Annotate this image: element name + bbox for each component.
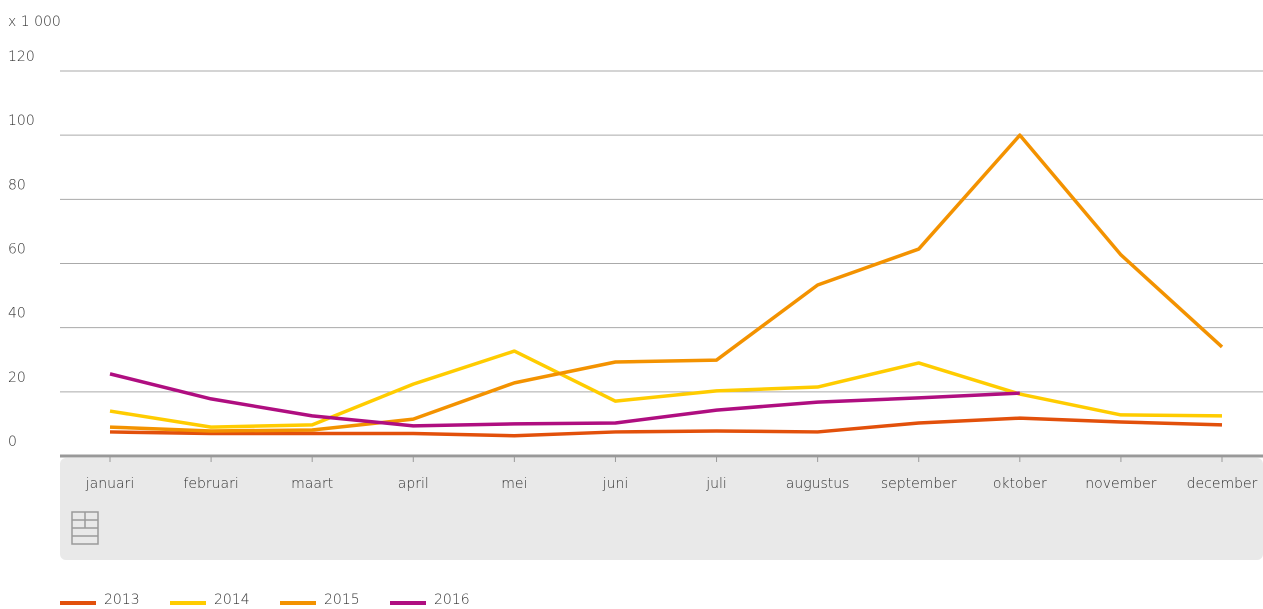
legend-label: 2013 bbox=[104, 592, 140, 608]
legend-label: 2016 bbox=[434, 592, 470, 608]
x-tick-label: maart bbox=[291, 476, 333, 492]
y-tick-label: 20 bbox=[8, 370, 26, 386]
y-tick-label: 80 bbox=[8, 177, 26, 193]
y-tick-label: 120 bbox=[8, 49, 35, 65]
x-tick-label: juni bbox=[602, 476, 629, 492]
x-tick-label: juli bbox=[705, 476, 727, 492]
x-tick-label: december bbox=[1187, 476, 1258, 492]
footer-panel bbox=[60, 458, 1263, 560]
series-line bbox=[109, 372, 1020, 428]
x-tick-label: april bbox=[398, 476, 429, 492]
x-tick-label: februari bbox=[183, 476, 238, 492]
y-tick-label: 60 bbox=[8, 242, 26, 258]
cbs-logo bbox=[71, 511, 99, 545]
legend-label: 2014 bbox=[214, 592, 250, 608]
x-tick-label: oktober bbox=[993, 476, 1047, 492]
series-line bbox=[109, 133, 1224, 433]
x-tick-label: november bbox=[1085, 476, 1156, 492]
x-tick-label: augustus bbox=[786, 476, 850, 492]
y-tick-label: 0 bbox=[8, 434, 17, 450]
series-line bbox=[109, 416, 1223, 438]
y-unit-label: x 1 000 bbox=[8, 14, 61, 30]
x-tick-label: januari bbox=[85, 476, 134, 492]
x-tick-label: mei bbox=[501, 476, 527, 492]
x-tick-label: september bbox=[881, 476, 957, 492]
legend-label: 2015 bbox=[324, 592, 360, 608]
y-tick-label: 40 bbox=[8, 306, 26, 322]
y-tick-label: 100 bbox=[8, 113, 35, 129]
series-line bbox=[109, 349, 1223, 429]
